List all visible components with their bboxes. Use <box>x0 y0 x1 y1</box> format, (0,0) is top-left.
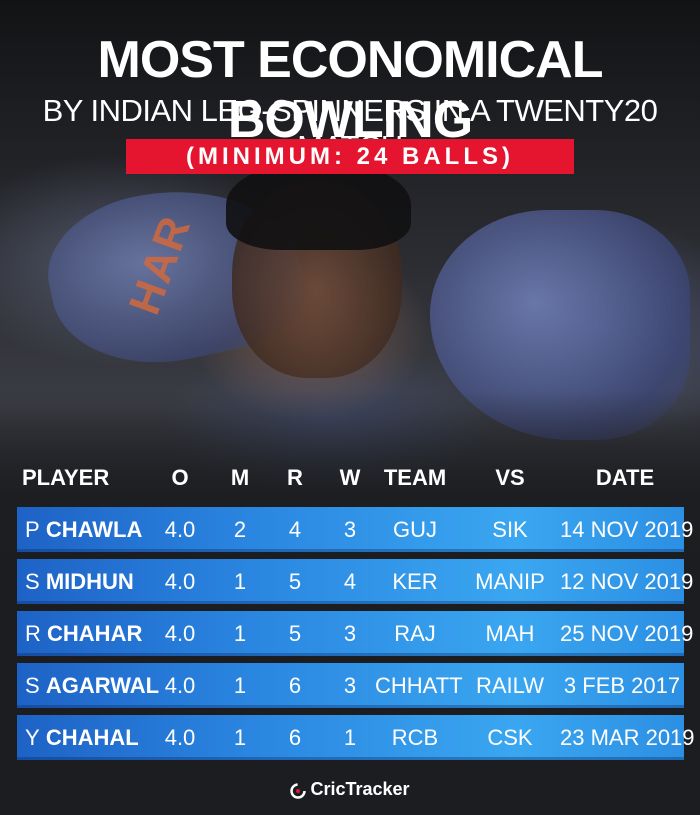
player-initial: Y <box>25 725 40 750</box>
wickets-cell: 1 <box>343 725 357 750</box>
overs-cell: 4.0 <box>164 621 196 646</box>
player-surname: AGARWAL <box>45 673 160 698</box>
table-row: P CHAWLA 4.0 2 4 3 GUJ SIK 14 NOV 2019 <box>17 507 694 552</box>
brand-name: CricTracker <box>310 779 410 799</box>
minimum-balls-badge: (MINIMUM: 24 BALLS) <box>126 139 574 174</box>
player-initial: R <box>25 621 41 646</box>
player-surname: CHAWLA <box>45 517 143 542</box>
maidens-cell: 2 <box>233 517 247 542</box>
table-row: R CHAHAR 4.0 1 5 3 RAJ MAH 25 NOV 2019 <box>17 611 694 656</box>
footer: CricTracker <box>0 776 700 802</box>
maidens-cell: 1 <box>233 673 247 698</box>
player-surname: CHAHAL <box>45 725 139 750</box>
date-cell: 25 NOV 2019 <box>560 621 694 646</box>
runs-cell: 5 <box>288 621 302 646</box>
table-header: PLAYER O M R W TEAM VS DATE <box>0 458 700 498</box>
page-title: MOST ECONOMICAL BOWLING <box>97 31 604 149</box>
runs-cell: 6 <box>288 725 302 750</box>
team-cell: RAJ <box>394 621 436 646</box>
column-header-overs: O <box>171 465 189 490</box>
date-cell: 23 MAR 2019 <box>560 725 695 750</box>
overs-cell: 4.0 <box>164 725 196 750</box>
wickets-cell: 3 <box>343 517 357 542</box>
column-header-maidens: M <box>230 465 250 490</box>
player-initial: S <box>25 569 40 594</box>
vs-cell: MAH <box>485 621 535 646</box>
crictracker-logo-icon <box>290 780 307 799</box>
maidens-cell: 1 <box>233 725 247 750</box>
vs-cell: SIK <box>492 517 528 542</box>
team-cell: CHHATT <box>375 673 463 698</box>
table-row: Y CHAHAL 4.0 1 6 1 RCB CSK 23 MAR 2019 <box>17 715 695 760</box>
player-initial: P <box>25 517 40 542</box>
player-surname: CHAHAR <box>47 621 143 646</box>
wickets-cell: 3 <box>343 673 357 698</box>
column-header-runs: R <box>287 465 303 490</box>
player-name: P CHAWLA <box>25 507 142 552</box>
table-row: S AGARWAL 4.0 1 6 3 CHHATT RAILW 3 FEB 2… <box>17 663 684 708</box>
column-header-player: PLAYER <box>22 465 110 490</box>
maidens-cell: 1 <box>233 621 247 646</box>
vs-cell: RAILW <box>475 673 545 698</box>
player-name: Y CHAHAL <box>25 715 139 760</box>
date-cell: 3 FEB 2017 <box>563 673 681 698</box>
player-name: S MIDHUN <box>25 559 134 604</box>
player-name: R CHAHAR <box>25 611 142 656</box>
team-cell: KER <box>392 569 438 594</box>
runs-cell: 4 <box>288 517 302 542</box>
wickets-cell: 3 <box>343 621 357 646</box>
player-hair <box>226 160 411 250</box>
maidens-cell: 1 <box>233 569 247 594</box>
column-header-date: DATE <box>595 465 655 490</box>
player-name: S AGARWAL <box>25 663 159 708</box>
date-cell: 14 NOV 2019 <box>560 517 694 542</box>
overs-cell: 4.0 <box>164 569 196 594</box>
runs-cell: 6 <box>288 673 302 698</box>
table-row: S MIDHUN 4.0 1 5 4 KER MANIP 12 NOV 2019 <box>17 559 694 604</box>
column-header-wickets: W <box>339 465 361 490</box>
team-cell: GUJ <box>393 517 437 542</box>
player-surname: MIDHUN <box>45 569 134 594</box>
vs-cell: CSK <box>487 725 533 750</box>
column-header-team: TEAM <box>383 465 447 490</box>
wickets-cell: 4 <box>343 569 357 594</box>
overs-cell: 4.0 <box>164 517 196 542</box>
column-header-vs: VS <box>495 465 525 490</box>
team-cell: RCB <box>391 725 439 750</box>
overs-cell: 4.0 <box>164 673 196 698</box>
vs-cell: MANIP <box>475 569 545 594</box>
runs-cell: 5 <box>288 569 302 594</box>
player-initial: S <box>25 673 40 698</box>
date-cell: 12 NOV 2019 <box>560 569 694 594</box>
